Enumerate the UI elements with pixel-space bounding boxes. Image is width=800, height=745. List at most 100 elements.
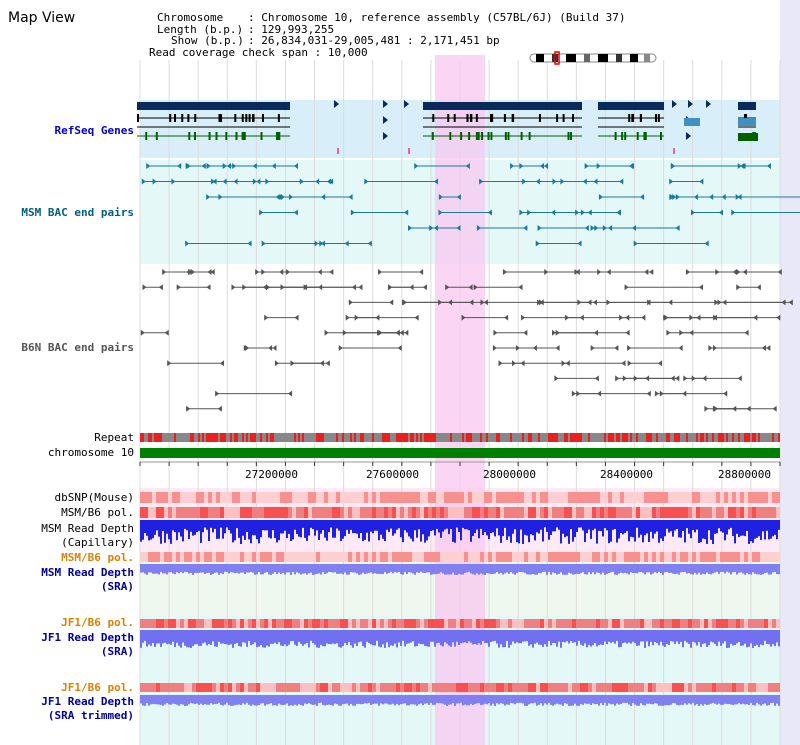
- read-depth-bar: [668, 630, 670, 645]
- polymorphism-cell: [496, 619, 500, 628]
- repeat-segment: [648, 433, 650, 442]
- repeat-segment: [714, 433, 716, 442]
- polymorphism-cell: [360, 619, 364, 628]
- read-depth-bar: [366, 564, 368, 574]
- polymorphism-cell: [412, 683, 416, 692]
- repeat-segment: [412, 433, 414, 442]
- polymorphism-cell: [264, 619, 268, 628]
- repeat-segment: [638, 433, 640, 442]
- read-depth-bar: [388, 630, 390, 648]
- read-depth-bar: [750, 695, 752, 703]
- gene-exon: [480, 132, 483, 140]
- read-depth-bar: [468, 564, 470, 572]
- polymorphism-cell: [752, 552, 756, 562]
- read-depth-bar: [518, 695, 520, 703]
- gene-exon: [490, 114, 493, 122]
- read-depth-bar: [220, 695, 222, 705]
- read-depth-bar: [450, 695, 452, 705]
- polymorphism-cell: [344, 683, 348, 692]
- repeat-segment: [722, 433, 724, 442]
- read-depth-bar: [262, 564, 264, 575]
- read-depth-bar: [494, 695, 496, 706]
- read-depth-bar: [700, 630, 702, 647]
- read-depth-bar: [368, 520, 370, 542]
- bac-end: [290, 360, 295, 367]
- repeat-segment: [220, 433, 222, 442]
- polymorphism-cell: [460, 552, 464, 562]
- polymorphism-cell: [500, 552, 504, 562]
- polymorphism-cell: [756, 619, 760, 628]
- read-depth-bar: [540, 630, 542, 645]
- repeat-segment: [146, 433, 148, 442]
- polymorphism-cell: [452, 619, 456, 628]
- polymorphism-cell: [620, 552, 624, 562]
- dbsnp-label: dbSNP(Mouse): [54, 491, 134, 504]
- read-depth-bar: [762, 695, 764, 705]
- polymorphism-cell: [632, 507, 636, 518]
- bac-end: [146, 163, 151, 169]
- read-depth-bar: [234, 695, 236, 706]
- polymorphism-cell: [676, 552, 680, 562]
- polymorphism-cell: [536, 492, 540, 503]
- read-depth-bar: [620, 564, 622, 573]
- read-depth-bar: [458, 695, 460, 704]
- polymorphism-cell: [684, 507, 688, 518]
- repeat-segment: [306, 433, 308, 442]
- read-depth-bar: [606, 695, 608, 706]
- polymorphism-cell: [472, 619, 476, 628]
- read-depth-bar: [402, 695, 404, 704]
- polymorphism-cell: [732, 683, 736, 692]
- polymorphism-cell: [332, 683, 336, 692]
- read-depth-bar: [210, 695, 212, 704]
- read-depth-bar: [374, 520, 376, 531]
- read-depth-bar: [318, 520, 320, 540]
- polymorphism-cell: [340, 507, 344, 518]
- repeat-segment: [214, 433, 216, 442]
- read-depth-bar: [298, 630, 300, 642]
- read-depth-bar: [580, 630, 582, 645]
- read-depth-bar: [750, 630, 752, 644]
- read-depth-bar: [216, 520, 218, 539]
- read-depth-bar: [552, 520, 554, 532]
- polymorphism-cell: [156, 492, 160, 503]
- read-depth-bar: [350, 695, 352, 704]
- read-depth-bar: [514, 564, 516, 575]
- read-depth-bar: [488, 564, 490, 574]
- polymorphism-cell: [604, 619, 608, 628]
- read-depth-bar: [752, 564, 754, 573]
- read-depth-bar: [286, 520, 288, 539]
- read-depth-bar: [630, 695, 632, 706]
- polymorphism-cell: [616, 507, 620, 518]
- polymorphism-cell: [296, 619, 300, 628]
- read-depth-bar: [258, 520, 260, 544]
- polymorphism-cell: [588, 507, 592, 518]
- read-depth-bar: [678, 695, 680, 706]
- polymorphism-cell: [368, 507, 372, 518]
- polymorphism-cell: [304, 619, 308, 628]
- read-depth-bar: [234, 520, 236, 541]
- read-depth-bar: [724, 695, 726, 704]
- read-depth-bar: [412, 630, 414, 642]
- polymorphism-cell: [712, 552, 716, 562]
- read-depth-bar: [260, 695, 262, 704]
- read-depth-bar: [296, 630, 298, 646]
- repeat-segment: [296, 433, 298, 442]
- read-depth-bar: [702, 520, 704, 539]
- read-depth-bar: [556, 520, 558, 528]
- read-depth-bar: [298, 564, 300, 574]
- read-depth-bar: [750, 564, 752, 575]
- repeat-segment: [188, 433, 190, 442]
- repeat-segment: [460, 433, 462, 442]
- polymorphism-cell: [312, 552, 316, 562]
- read-depth-bar: [666, 520, 668, 529]
- repeat-segment: [748, 433, 750, 442]
- read-depth-bar: [508, 630, 510, 648]
- read-depth-bar: [250, 564, 252, 572]
- polymorphism-cell: [240, 683, 244, 692]
- read-depth-bar: [456, 520, 458, 528]
- bac-end: [736, 269, 741, 275]
- polymorphism-cell: [220, 552, 224, 562]
- bac-end: [510, 163, 515, 169]
- read-depth-bar: [672, 520, 674, 537]
